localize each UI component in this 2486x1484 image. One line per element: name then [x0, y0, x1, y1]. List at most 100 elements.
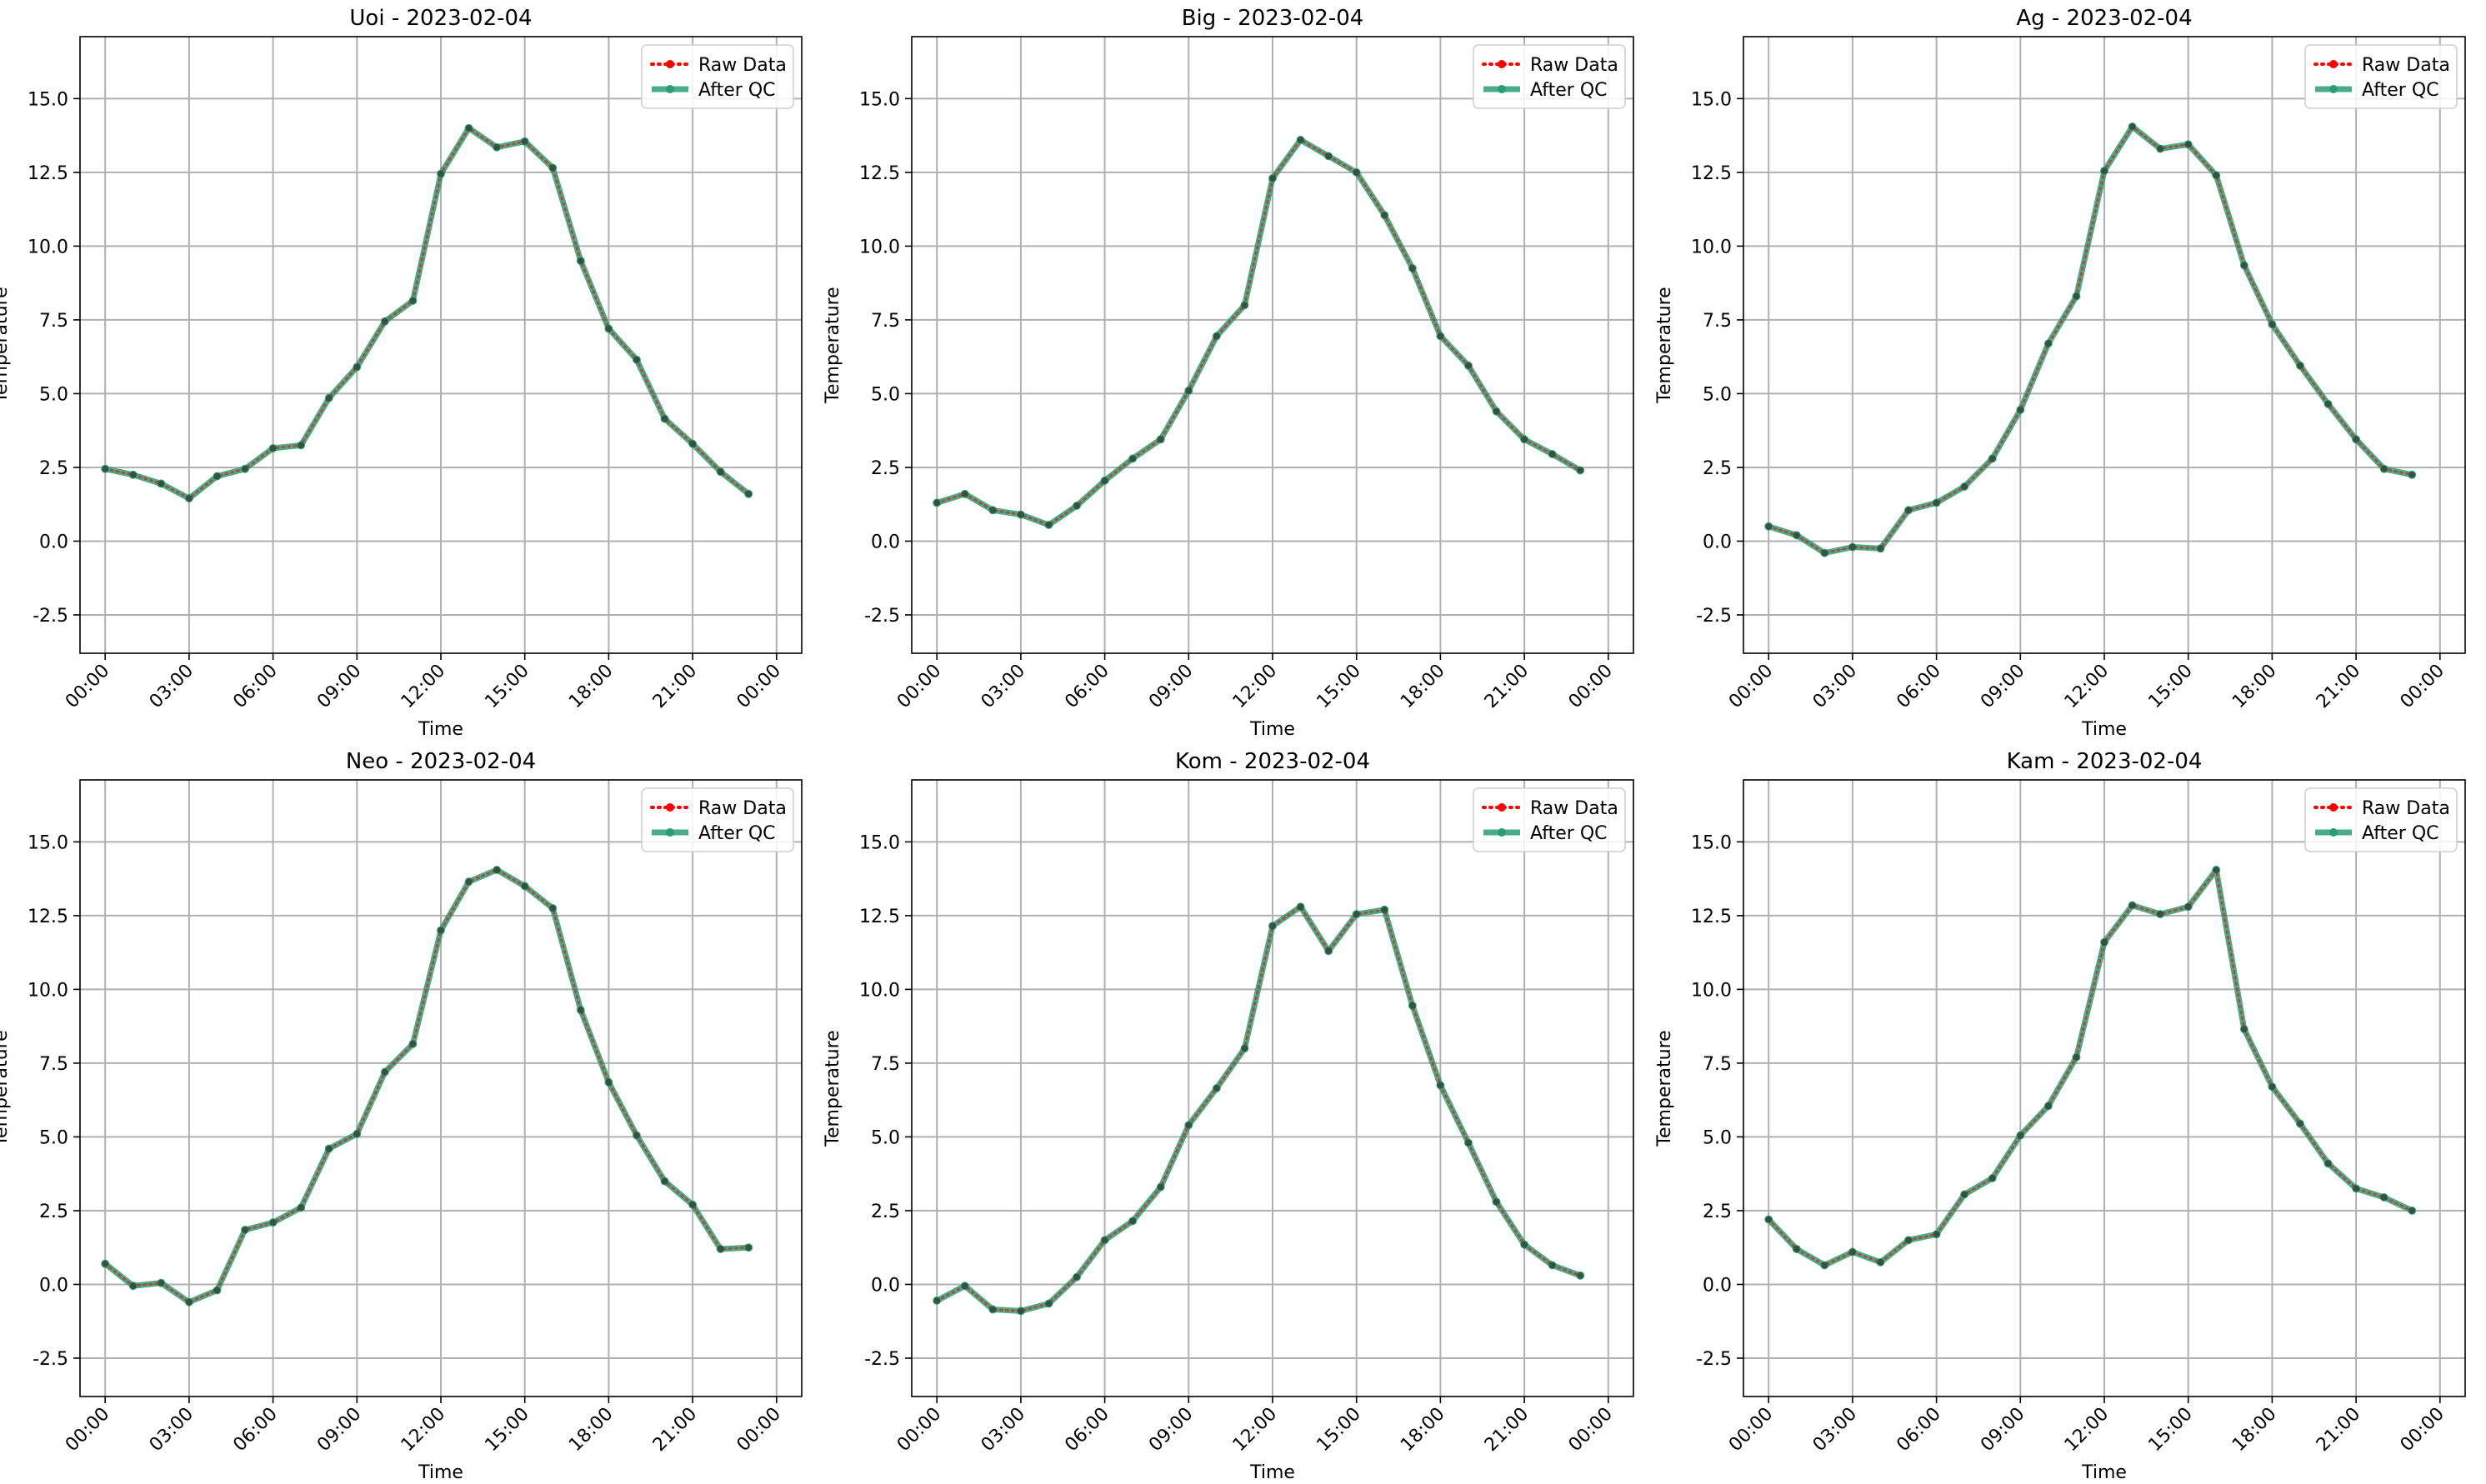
raw-data-point: [2240, 1026, 2248, 1033]
legend-box: [1473, 44, 1626, 109]
raw-data-point: [1765, 1216, 1773, 1223]
y-tick-label: 2.5: [39, 458, 68, 479]
legend-raw-data-label: Raw Data: [698, 55, 787, 76]
y-tick-label: 0.0: [39, 1275, 68, 1296]
y-tick-label: -2.5: [1696, 606, 1732, 627]
raw-data-point: [1101, 1237, 1108, 1244]
y-tick-label: 5.0: [871, 1127, 900, 1148]
legend-raw-data-label: Raw Data: [2362, 798, 2450, 819]
raw-data-point: [465, 878, 473, 886]
raw-data-point: [1241, 302, 1248, 309]
x-tick-label: 18:00: [565, 1404, 618, 1457]
raw-data-point: [661, 1177, 668, 1185]
raw-data-point: [102, 1260, 109, 1267]
y-tick-label: 12.5: [859, 163, 900, 184]
subplot-title: Neo - 2023-02-04: [346, 749, 536, 774]
raw-data-point: [325, 1145, 333, 1152]
raw-data-point: [129, 471, 137, 478]
y-tick-label: 10.0: [1691, 237, 1732, 257]
series-after-qc: [101, 123, 753, 503]
x-tick-label: 12:00: [398, 1404, 450, 1457]
x-tick-label: 18:00: [1397, 1404, 1449, 1457]
raw-data-point: [689, 440, 697, 447]
raw-data-point: [1877, 1258, 1884, 1266]
y-tick-label: -2.5: [33, 606, 68, 627]
raw-data-point: [661, 415, 668, 422]
x-tick-label: 00:00: [62, 1404, 114, 1457]
raw-data-point: [242, 1226, 249, 1233]
x-tick-label: 00:00: [733, 661, 786, 713]
raw-data-point: [242, 465, 249, 472]
raw-data-point: [1353, 911, 1360, 918]
raw-data-point: [1521, 436, 1528, 443]
x-tick-label: 09:00: [1145, 661, 1198, 713]
raw-data-point: [933, 1297, 941, 1304]
y-tick-label: 5.0: [1703, 384, 1732, 405]
after-qc-line: [933, 903, 1583, 1314]
raw-data-point: [1464, 1139, 1472, 1147]
y-tick-label: 5.0: [39, 384, 68, 405]
raw-data-point: [2213, 866, 2220, 873]
legend-box: [641, 787, 794, 852]
legend: Raw Data After QC: [2304, 787, 2458, 852]
legend: Raw Data After QC: [2304, 44, 2458, 109]
legend-after-qc-marker: [1498, 828, 1506, 837]
subplot-title: Big - 2023-02-04: [1182, 6, 1364, 31]
x-tick-label: 06:00: [1893, 661, 1945, 713]
y-tick-label: 7.5: [39, 311, 68, 332]
x-tick-label: 12:00: [2061, 1404, 2113, 1457]
raw-data-point: [1381, 906, 1388, 913]
y-tick-label: 10.0: [1691, 980, 1732, 1001]
x-tick-label: 15:00: [481, 661, 533, 713]
x-tick-label: 09:00: [313, 661, 366, 713]
subplot-title: Ag - 2023-02-04: [2016, 6, 2192, 31]
x-axis-label: Time: [418, 719, 463, 740]
y-tick-label: 2.5: [871, 458, 900, 479]
raw-data-point: [2017, 406, 2024, 413]
raw-data-point: [1437, 1082, 1444, 1089]
raw-data-point: [2380, 1194, 2388, 1202]
raw-data-point: [989, 1306, 997, 1313]
y-tick-label: 15.0: [859, 89, 900, 110]
series-after-qc: [933, 902, 1585, 1316]
subplot-2: 15.0 12.5 10.0 7.5 5.0 2.5 0.0 -2.5 00:00 03:00 06…: [823, 6, 1634, 740]
x-tick-label: 09:00: [313, 1404, 366, 1457]
raw-data-point: [1073, 1273, 1081, 1281]
raw-data-point: [1765, 522, 1773, 530]
subplot-title: Kam - 2023-02-04: [2007, 749, 2203, 774]
x-tick-label: 06:00: [1061, 661, 1113, 713]
raw-data-point: [2184, 141, 2192, 148]
raw-data-point: [2017, 1132, 2024, 1139]
raw-data-point: [1185, 1122, 1193, 1129]
raw-data-point: [2044, 340, 2052, 347]
raw-data-point: [325, 394, 333, 402]
raw-data-point: [1793, 532, 1800, 539]
y-tick-label: 12.5: [28, 163, 68, 184]
x-tick-label: 03:00: [1809, 661, 1862, 713]
raw-data-point: [933, 499, 941, 507]
series-raw-data: [1765, 866, 2416, 1269]
legend-raw-data-marker: [2329, 60, 2338, 68]
y-tick-label: 2.5: [1703, 458, 1732, 479]
x-tick-label: 00:00: [1725, 1404, 1778, 1457]
x-tick-label: 12:00: [398, 661, 450, 713]
x-axis-label: Time: [418, 1462, 463, 1483]
raw-data-point: [1297, 136, 1304, 143]
raw-data-point: [605, 1078, 613, 1086]
y-tick-label: 12.5: [1691, 907, 1732, 927]
series-raw-data: [933, 136, 1584, 528]
raw-data-point: [1905, 1237, 1913, 1244]
raw-data-point: [1548, 451, 1556, 458]
x-tick-label: 00:00: [893, 1404, 946, 1457]
raw-data-point: [1017, 511, 1024, 518]
raw-data-point: [605, 325, 613, 332]
raw-data-line: [935, 137, 1582, 527]
x-tick-label: 21:00: [649, 661, 702, 713]
y-tick-label: 10.0: [859, 237, 900, 257]
raw-data-point: [438, 170, 444, 177]
raw-data-point: [185, 1298, 193, 1306]
x-axis-label: Time: [2081, 1462, 2127, 1483]
x-tick-label: 00:00: [62, 661, 114, 713]
raw-data-point: [1353, 168, 1360, 176]
raw-data-point: [1269, 922, 1276, 930]
